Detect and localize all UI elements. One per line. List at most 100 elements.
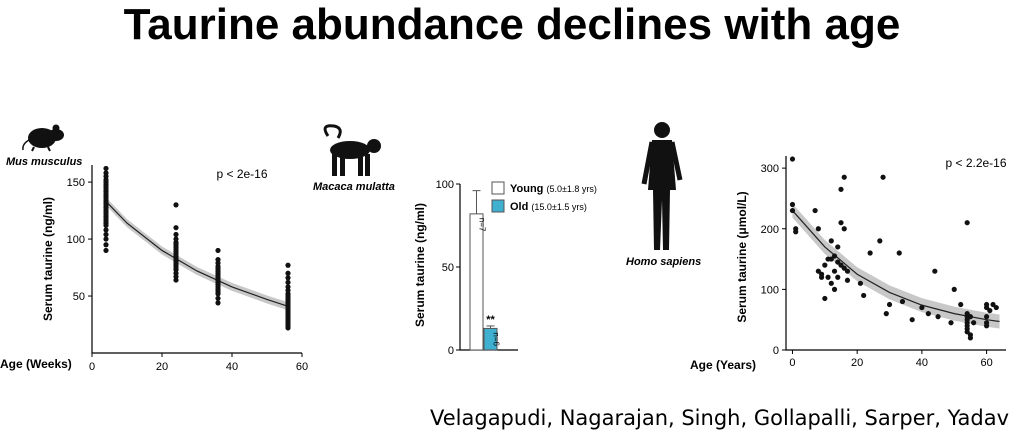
human-data-point [825,274,831,280]
mouse-ytick-label: 150 [67,177,85,189]
human-data-point [964,220,970,226]
human-xtick-label: 0 [789,357,795,369]
mouse-data-point [173,202,179,208]
mouse-data-point [285,279,291,285]
mouse-ytick-label: 50 [73,291,85,303]
monkey-significance: ** [486,314,495,326]
human-ytick-label: 300 [761,163,779,175]
human-data-point [909,317,915,323]
mouse-data-point [103,231,109,238]
human-ytick-label: 100 [761,284,779,296]
human-data-point [880,174,886,180]
human-data-point [925,311,931,317]
mouse-data-point [103,227,109,233]
human-data-point [987,307,993,314]
human-data-point [828,280,834,286]
human-data-point [841,226,847,232]
human-data-point [831,253,838,259]
monkey-n-label: n=7 [478,218,487,232]
mouse-data-point [103,247,109,254]
human-data-point [793,229,799,235]
human-fit-line [792,210,1000,323]
human-data-point [883,311,889,317]
mouse-data-point [173,277,179,283]
monkey-y-axis-label: Serum taurine (ng/ml) [413,203,427,327]
mouse-fit-line [105,201,289,307]
mouse-axes [91,165,302,354]
monkey-ytick-label: 0 [448,345,454,357]
species-label-human: Homo sapiens [626,256,702,268]
human-data-point [838,220,844,226]
species-label-mouse: Mus musculus [6,156,83,168]
human-data-point [822,262,828,268]
human-data-point [886,301,893,308]
mouse-data-point [103,236,109,242]
human-x-axis-label: Age (Years) [690,358,756,372]
human-data-point [789,156,796,162]
mouse-data-point [285,270,291,276]
human-icon [641,122,683,250]
human-data-point [835,244,841,250]
mouse-p-value: p < 2e-16 [216,167,267,181]
human-scatter-chart: 0 100 200 300 0 20 40 60 p < 2.2e-16 Age (Years) S… [690,156,1007,372]
human-data-point [818,274,825,280]
mouse-y-axis-label: Serum taurine (ng/ml) [41,197,55,321]
human-data-point [844,268,851,274]
mouse-xtick-label: 20 [156,361,168,373]
mouse-xtick-label: 40 [226,361,238,373]
human-data-point [789,201,796,208]
mouse-data-point [173,225,179,231]
human-data-point [844,277,851,283]
human-data-point [867,250,873,256]
monkey-legend-label: Old (15.0±1.5 yrs) [510,201,587,213]
mouse-scatter-chart: 50 100 150 0 20 40 60 p < 2e-16 Age (Weeks) Serum… [0,165,308,373]
human-p-value: p < 2.2e-16 [945,156,1006,170]
monkey-n-label: n=6 [492,332,501,346]
human-data-point [896,250,902,256]
human-data-point [958,301,964,308]
human-data-point [838,186,844,192]
monkey-legend-label: Young (5.0±1.8 yrs) [510,183,597,195]
mouse-data-point [285,275,291,281]
mouse-fit-band [106,197,288,311]
human-data-point [948,320,954,326]
human-data-point [831,286,838,292]
human-data-point [789,207,796,214]
species-label-monkey: Macaca mulatta [313,181,395,193]
human-data-point [812,207,818,214]
author-list: Velagapudi, Nagarajan, Singh, Gollapalli… [430,406,1010,430]
human-y-axis-label: Serum taurine (μmol/L) [735,191,749,322]
mouse-data-point [215,300,221,306]
human-fit-band [792,203,1000,329]
mouse-data-point [215,291,221,297]
mouse-data-point [103,242,109,248]
human-data-point [967,335,974,341]
mouse-x-axis-label: Age (Weeks) [0,357,72,371]
mouse-data-point [103,165,109,172]
human-ytick-label: 0 [773,345,779,357]
human-xtick-label: 40 [916,357,928,369]
human-data-point [828,238,834,244]
human-xtick-label: 60 [980,357,992,369]
monkey-ytick-label: 100 [436,179,454,191]
mouse-data-point [215,295,221,301]
human-data-point [822,295,828,302]
mouse-data-point [285,325,291,331]
monkey-bar-chart: 0 50 100 n=7 n=6 ** Young (5.0±1.8 yrs) Old (15… [413,179,597,357]
mouse-xtick-label: 60 [296,361,308,373]
human-data-point [831,268,838,274]
human-data-point [815,226,821,232]
human-data-point [919,304,925,311]
monkey-ytick-label: 50 [442,262,454,274]
human-data-point [971,320,977,326]
monkey-bar [469,213,484,351]
slide-title: Taurine abundance declines with age [123,0,901,49]
human-data-point [967,314,974,320]
human-data-point [983,323,990,329]
human-data-point [861,292,867,299]
human-data-point [835,274,841,280]
human-data-point [857,280,864,286]
human-data-point [899,298,906,305]
human-data-point [983,314,990,320]
monkey-icon [323,124,381,176]
